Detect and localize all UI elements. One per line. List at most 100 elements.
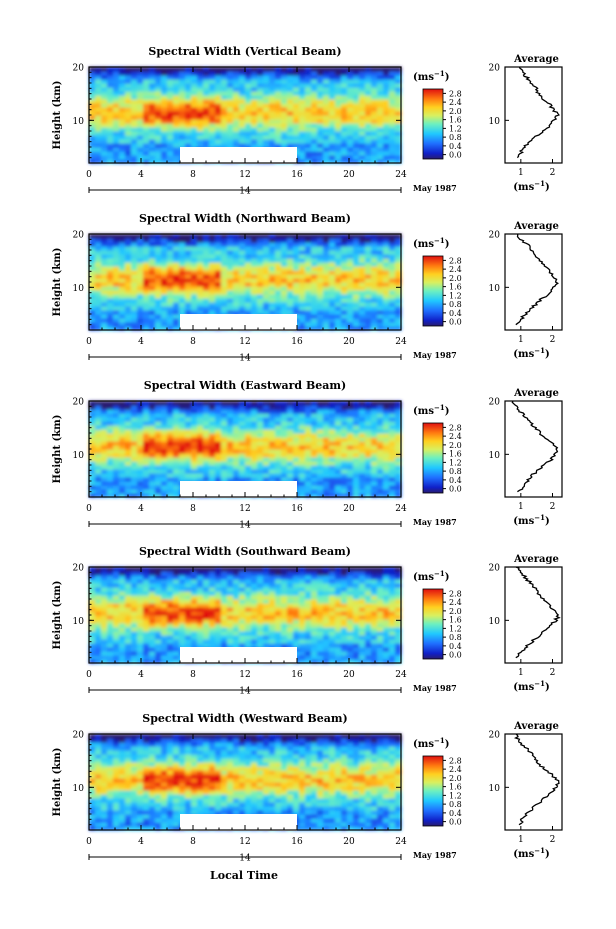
heatmap-cell [275, 477, 282, 482]
heatmap-cell [179, 131, 186, 136]
heatmap-cell [125, 603, 132, 608]
heatmap-cell [101, 99, 108, 104]
heatmap-cell [149, 493, 156, 498]
heatmap-cell [299, 575, 306, 580]
heatmap-cell [389, 75, 396, 80]
heatmap-cell [251, 623, 258, 628]
heatmap-cell [269, 75, 276, 80]
heatmap-cell [287, 127, 294, 132]
heatmap-cell [155, 254, 162, 259]
heatmap-cell [269, 449, 276, 454]
heatmap-cell [131, 107, 138, 112]
heatmap-cell [233, 95, 240, 100]
heatmap-cell [383, 115, 390, 120]
heatmap-cell [293, 71, 300, 76]
heatmap-cell [209, 79, 216, 84]
heatmap-cell [317, 242, 324, 247]
heatmap-cell [179, 123, 186, 128]
heatmap-cell [143, 127, 150, 132]
heatmap-cell [359, 234, 366, 239]
heatmap-cell [365, 457, 372, 462]
heatmap-cell [329, 139, 336, 144]
heatmap-cell [281, 413, 288, 418]
heatmap-cell [227, 99, 234, 104]
colorbar-tick-label: 2.8 [449, 89, 462, 98]
heatmap-cell [299, 489, 306, 494]
heatmap-cell [119, 603, 126, 608]
heatmap-cell [95, 131, 102, 136]
heatmap-cell [173, 639, 180, 644]
heatmap-cell [161, 591, 168, 596]
heatmap-cell [275, 461, 282, 466]
heatmap-cell [203, 469, 210, 474]
heatmap-cell [227, 639, 234, 644]
heatmap-cell [233, 274, 240, 279]
heatmap-cell [101, 643, 108, 648]
heatmap-cell [161, 322, 168, 327]
heatmap-cell [275, 615, 282, 620]
heatmap-cell [191, 135, 198, 140]
heatmap-cell [335, 318, 342, 323]
heatmap-cell [263, 421, 270, 426]
heatmap-cell [347, 83, 354, 88]
heatmap-cell [119, 659, 126, 664]
heatmap-cell [287, 457, 294, 462]
heatmap-cell [335, 123, 342, 128]
heatmap-cell [215, 591, 222, 596]
heatmap-cell [335, 75, 342, 80]
heatmap-cell [377, 131, 384, 136]
heatmap-cell [371, 326, 378, 331]
heatmap-cell [299, 425, 306, 430]
heatmap-cell [131, 67, 138, 72]
heatmap-cell [95, 75, 102, 80]
heatmap-cell [323, 258, 330, 263]
heatmap-cell [155, 631, 162, 636]
heatmap-cell [353, 99, 360, 104]
heatmap-cell [359, 461, 366, 466]
heatmap-cell [173, 635, 180, 640]
heatmap-cell [125, 595, 132, 600]
heatmap-cell [347, 322, 354, 327]
heatmap-cell [173, 131, 180, 136]
heatmap-cell [353, 71, 360, 76]
heatmap-cell [89, 111, 96, 116]
heatmap-cell [353, 266, 360, 271]
heatmap-cell [101, 238, 108, 243]
heatmap-cell [233, 302, 240, 307]
heatmap-cell [359, 449, 366, 454]
heatmap-cell [167, 607, 174, 612]
heatmap-cell [263, 95, 270, 100]
heatmap-cell [107, 579, 114, 584]
heatmap-cell [365, 310, 372, 315]
heatmap-cell [101, 583, 108, 588]
heatmap-cell [305, 306, 312, 311]
heatmap-cell [275, 635, 282, 640]
heatmap-cell [257, 635, 264, 640]
heatmap-cell [191, 71, 198, 76]
heatmap-cell [365, 401, 372, 406]
heatmap-cell [89, 234, 96, 239]
heatmap-cell [233, 437, 240, 442]
heatmap-cell [149, 647, 156, 652]
heatmap-cell [305, 318, 312, 323]
heatmap-cell [395, 246, 402, 251]
heatmap-cell [305, 131, 312, 136]
heatmap-cell [227, 469, 234, 474]
heatmap-cell [251, 591, 258, 596]
heatmap-cell [305, 139, 312, 144]
heatmap-cell [341, 481, 348, 486]
heatmap-cell [185, 465, 192, 470]
heatmap-cell [179, 254, 186, 259]
heatmap-cell [311, 465, 318, 470]
heatmap-cell [215, 445, 222, 450]
heatmap-cell [275, 437, 282, 442]
heatmap-cell [221, 246, 228, 251]
heatmap-cell [305, 417, 312, 422]
heatmap-cell [359, 119, 366, 124]
heatmap-cell [251, 79, 258, 84]
heatmap-cell [311, 139, 318, 144]
heatmap-cell [341, 238, 348, 243]
heatmap-cell [383, 409, 390, 414]
heatmap-cell [275, 433, 282, 438]
heatmap-cell [95, 469, 102, 474]
